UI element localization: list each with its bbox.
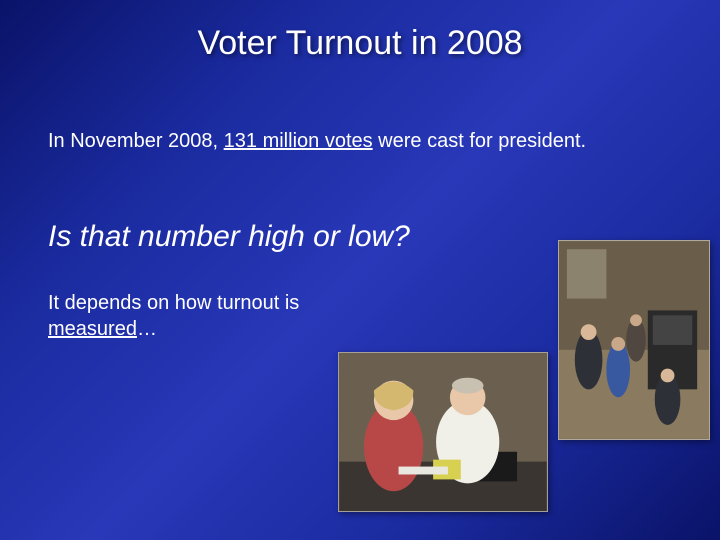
depends-underline: measured: [48, 318, 137, 340]
photo-polling-place: [558, 240, 710, 440]
intro-post: were cast for president.: [373, 130, 586, 152]
depends-pre: It depends on how turnout is: [48, 292, 299, 314]
slide-title: Voter Turnout in 2008: [0, 0, 720, 63]
depends-post: …: [137, 318, 157, 340]
question-text: Is that number high or low?: [48, 220, 410, 254]
intro-underline: 131 million votes: [224, 130, 373, 152]
polling-place-illustration: [559, 241, 709, 439]
slide: Voter Turnout in 2008 In November 2008, …: [0, 0, 720, 540]
depends-text: It depends on how turnout is measured…: [48, 290, 308, 342]
two-people-illustration: [339, 353, 547, 511]
intro-pre: In November 2008,: [48, 130, 224, 152]
intro-text: In November 2008, 131 million votes were…: [48, 128, 618, 154]
photo-two-people: [338, 352, 548, 512]
